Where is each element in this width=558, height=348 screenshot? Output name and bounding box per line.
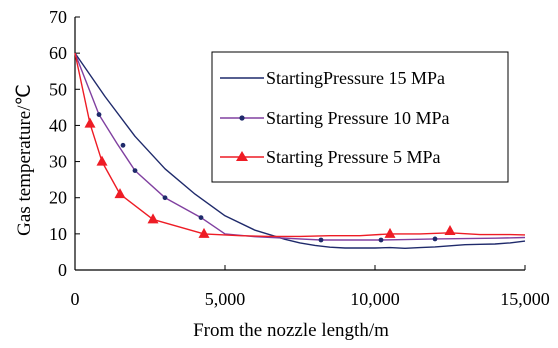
x-axis-title: From the nozzle length/m xyxy=(193,320,389,341)
y-tick-label: 30 xyxy=(49,152,67,172)
data-point-series-2 xyxy=(132,168,138,174)
data-point-series-2 xyxy=(120,142,126,148)
y-tick-label: 60 xyxy=(49,43,67,63)
legend-marker-series-2 xyxy=(239,115,245,121)
legend-marker-series-3 xyxy=(236,151,248,161)
legend: StartingPressure 15 MPa Starting Pressur… xyxy=(211,51,509,183)
x-tick-label: 0 xyxy=(71,289,80,309)
legend-label-series-3: Starting Pressure 5 MPa xyxy=(266,147,441,167)
legend-label-series-2: Starting Pressure 10 MPa xyxy=(266,108,450,128)
x-tick-label: 15,000 xyxy=(500,289,550,309)
legend-label-series-1: StartingPressure 15 MPa xyxy=(266,68,445,88)
data-point-series-2 xyxy=(432,236,438,242)
data-point-series-3 xyxy=(84,117,96,128)
y-tick-label: 10 xyxy=(49,224,67,244)
y-tick-label: 40 xyxy=(49,115,67,135)
axes xyxy=(74,16,526,271)
series-line-3 xyxy=(74,52,526,238)
data-point-series-2 xyxy=(198,215,204,220)
data-point-series-3 xyxy=(384,227,396,238)
x-tick-label: 5,000 xyxy=(205,289,246,309)
y-axis-title: Gas temperature/℃ xyxy=(14,84,35,236)
y-tick-label: 0 xyxy=(58,260,67,280)
data-point-series-2 xyxy=(162,195,168,201)
series-layer xyxy=(74,52,526,250)
y-tick-label: 70 xyxy=(49,7,67,27)
y-tick-label: 50 xyxy=(49,79,67,99)
data-point-series-2 xyxy=(378,237,384,243)
data-point-series-3 xyxy=(444,224,456,235)
data-point-series-3 xyxy=(114,188,126,199)
legend-box xyxy=(211,51,509,183)
tick-labels: 0 10 20 30 40 50 60 70 0 5,000 10,000 15,000 xyxy=(49,7,550,309)
data-point-series-3 xyxy=(147,213,159,224)
x-tick-label: 10,000 xyxy=(350,289,400,309)
data-point-series-2 xyxy=(96,112,102,117)
y-tick-label: 20 xyxy=(49,188,67,208)
series-line-1 xyxy=(74,52,526,250)
data-point-series-3 xyxy=(96,155,108,166)
data-point-series-3 xyxy=(198,227,210,238)
series-line-2 xyxy=(74,52,526,241)
data-point-series-2 xyxy=(318,237,324,243)
